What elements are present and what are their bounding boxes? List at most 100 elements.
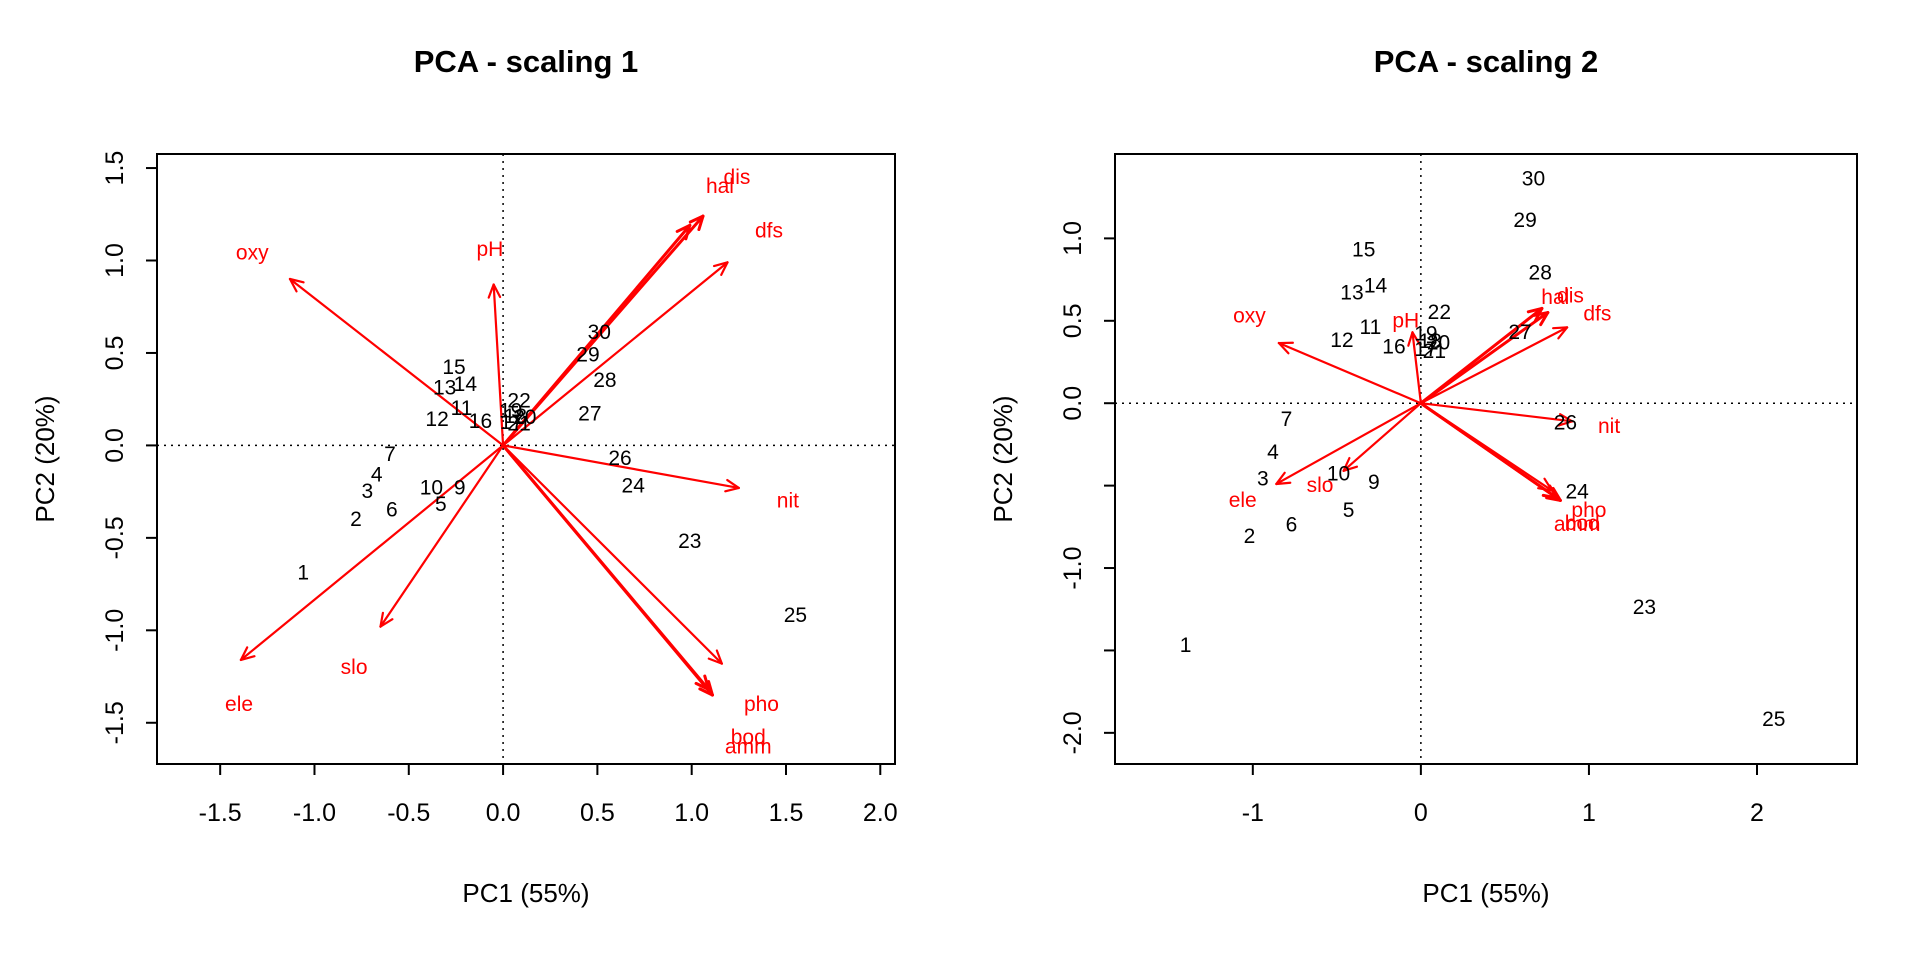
variable-arrowhead-slo [379, 611, 385, 628]
panel-title: PCA - scaling 2 [1374, 44, 1599, 79]
variable-arrowhead-slo [1342, 456, 1351, 472]
site-label: 17 [500, 411, 523, 434]
variable-arrow-oxy [1277, 341, 1422, 405]
variable-arrowhead-ele [1275, 481, 1292, 486]
site-label: 21 [507, 413, 530, 436]
site-label: 26 [608, 447, 631, 470]
variable-arrowhead-dfs [720, 261, 729, 276]
variable-label-dis: dis [724, 166, 751, 189]
variable-arrowhead-hal [675, 223, 692, 233]
site-label: 21 [1423, 340, 1446, 363]
y-tick-label: 1.0 [1059, 221, 1087, 256]
variable-label-ele: ele [225, 693, 253, 716]
site-label: 23 [678, 530, 701, 553]
site-label: 11 [1360, 316, 1382, 339]
y-tick-label: 0.5 [101, 336, 129, 371]
variable-arrowhead-bod [1545, 496, 1562, 502]
variable-arrowhead-bod [707, 680, 714, 697]
variable-label-oxy: oxy [236, 242, 269, 265]
x-tick-label: 2.0 [863, 799, 898, 827]
site-label: 14 [1364, 275, 1388, 298]
variable-label-slo: slo [1307, 474, 1334, 497]
site-label: 24 [622, 475, 646, 498]
variable-arrowhead-dis [1539, 311, 1550, 327]
variable-arrowhead-amm [703, 674, 711, 691]
site-label: 2 [350, 508, 362, 531]
site-label: 11 [451, 397, 473, 420]
site-label: 1 [297, 561, 309, 584]
site-label: 16 [1382, 336, 1405, 359]
variable-arrowhead-dfs [1557, 326, 1569, 340]
variable-arrowhead-nit [1557, 420, 1574, 427]
site-label: 12 [1330, 329, 1353, 352]
site-label: 7 [1281, 408, 1293, 431]
site-label: 13 [1340, 281, 1363, 304]
y-tick-label: 1.0 [101, 243, 129, 278]
y-tick-label: -1.0 [1059, 546, 1087, 589]
variable-arrowhead-dis [1532, 311, 1550, 317]
variable-arrowhead-hal [1526, 306, 1544, 314]
variable-label-amm: amm [1554, 513, 1601, 536]
site-label: 18 [504, 405, 527, 428]
variable-label-hal: hal [1541, 286, 1569, 309]
site-label: 27 [578, 402, 601, 425]
variable-arrow-pH [1411, 331, 1422, 405]
y-tick-label: -2.0 [1059, 711, 1087, 754]
variable-arrow-slo [1342, 402, 1422, 472]
site-label: 10 [420, 476, 443, 499]
site-label: 5 [435, 493, 447, 516]
variable-arrowhead-nit [726, 478, 740, 490]
variable-arrow-dis [1419, 311, 1550, 405]
site-label: 28 [593, 369, 616, 392]
site-label: 20 [513, 406, 536, 429]
variable-arrowhead-nit [724, 486, 740, 493]
variable-arrow-pho [501, 444, 723, 665]
variable-arrowhead-pho [715, 649, 723, 665]
variable-arrowhead-slo [379, 618, 394, 628]
x-tick-label: -0.5 [387, 799, 430, 827]
variable-label-nit: nit [1598, 415, 1620, 438]
variable-arrowhead-pH [1411, 331, 1421, 346]
site-label: 6 [1286, 514, 1298, 537]
y-tick-label: 1.5 [101, 151, 129, 186]
variable-arrow-nit [1419, 402, 1574, 423]
x-axis-title: PC1 (55%) [462, 878, 589, 908]
site-label: 25 [784, 604, 807, 627]
site-label: 1 [1180, 634, 1192, 657]
variable-arrow-oxy [288, 277, 505, 447]
site-label: 12 [425, 408, 448, 431]
x-tick-label: 2 [1750, 799, 1764, 827]
panel-title: PCA - scaling 1 [414, 44, 639, 79]
variable-arrow-ele [239, 444, 505, 661]
variable-arrow-ele [1275, 402, 1422, 486]
variable-label-dfs: dfs [755, 219, 783, 242]
variable-arrowhead-pH [487, 283, 495, 299]
site-label: 9 [1368, 471, 1380, 494]
x-tick-label: 0.5 [580, 799, 615, 827]
x-tick-label: 1.0 [674, 799, 709, 827]
site-label: 24 [1565, 481, 1589, 504]
variable-label-pho: pho [1571, 499, 1606, 522]
variable-arrowhead-nit [1559, 413, 1574, 423]
variable-arrowhead-slo [1342, 465, 1359, 472]
site-label: 15 [442, 356, 465, 379]
site-label: 2 [1244, 525, 1256, 548]
variable-label-pH: pH [1392, 309, 1419, 332]
variable-arrowhead-dis [697, 214, 705, 232]
site-label: 27 [1508, 321, 1531, 344]
variable-arrowhead-dfs [1552, 326, 1569, 330]
y-tick-label: -1.5 [101, 701, 129, 744]
site-label: 22 [1428, 301, 1451, 324]
site-label: 9 [454, 476, 466, 499]
variable-label-dfs: dfs [1583, 303, 1611, 326]
y-axis-title: PC2 (20%) [988, 395, 1018, 522]
y-tick-label: -0.5 [101, 516, 129, 559]
plot-box [156, 153, 896, 765]
y-tick-label: 0.0 [1059, 386, 1087, 421]
site-label: 18 [1418, 330, 1441, 353]
site-label: 4 [371, 463, 383, 486]
variable-label-pho: pho [744, 693, 779, 716]
variable-label-nit: nit [777, 489, 799, 512]
x-tick-label: -1.0 [293, 799, 336, 827]
